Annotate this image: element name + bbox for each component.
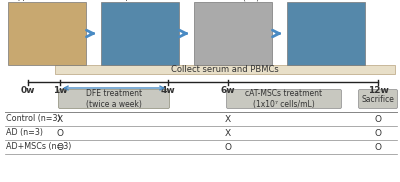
- Text: Application of DFE: Application of DFE: [13, 0, 81, 1]
- FancyBboxPatch shape: [287, 2, 365, 65]
- Text: O: O: [374, 114, 382, 124]
- Text: cAT-MSCs (P.3): cAT-MSCs (P.3): [206, 0, 260, 1]
- Text: X: X: [57, 114, 63, 124]
- Text: Collect serum and PBMCs: Collect serum and PBMCs: [171, 65, 279, 74]
- Text: 1w: 1w: [53, 86, 67, 95]
- FancyBboxPatch shape: [358, 90, 398, 108]
- Text: DFE treatment
(twice a week): DFE treatment (twice a week): [86, 89, 142, 109]
- Text: AD (n=3): AD (n=3): [6, 128, 43, 137]
- FancyBboxPatch shape: [194, 2, 272, 65]
- Text: O: O: [224, 143, 232, 151]
- Text: Treatment of cAT-MSCs
in subcutaneous: Treatment of cAT-MSCs in subcutaneous: [284, 0, 368, 1]
- Text: X: X: [225, 128, 231, 137]
- FancyBboxPatch shape: [58, 90, 170, 108]
- Text: O: O: [56, 128, 64, 137]
- FancyBboxPatch shape: [226, 90, 342, 108]
- Text: X: X: [225, 114, 231, 124]
- Text: O: O: [374, 128, 382, 137]
- Text: O: O: [374, 143, 382, 151]
- FancyBboxPatch shape: [8, 2, 86, 65]
- Text: 12w: 12w: [368, 86, 388, 95]
- Text: 0w: 0w: [21, 86, 35, 95]
- Text: Sacrifice: Sacrifice: [362, 94, 394, 104]
- Text: Control (n=3): Control (n=3): [6, 114, 61, 124]
- Text: O: O: [56, 143, 64, 151]
- FancyBboxPatch shape: [55, 65, 395, 74]
- Text: cAT-MSCs treatment
(1x10⁷ cells/mL): cAT-MSCs treatment (1x10⁷ cells/mL): [246, 89, 322, 109]
- Text: AD+MSCs (n=3): AD+MSCs (n=3): [6, 143, 71, 151]
- FancyBboxPatch shape: [101, 2, 179, 65]
- Text: Conform the induction
of atopic dermatitis: Conform the induction of atopic dermatit…: [99, 0, 181, 1]
- Text: 6w: 6w: [221, 86, 235, 95]
- Text: 4w: 4w: [161, 86, 175, 95]
